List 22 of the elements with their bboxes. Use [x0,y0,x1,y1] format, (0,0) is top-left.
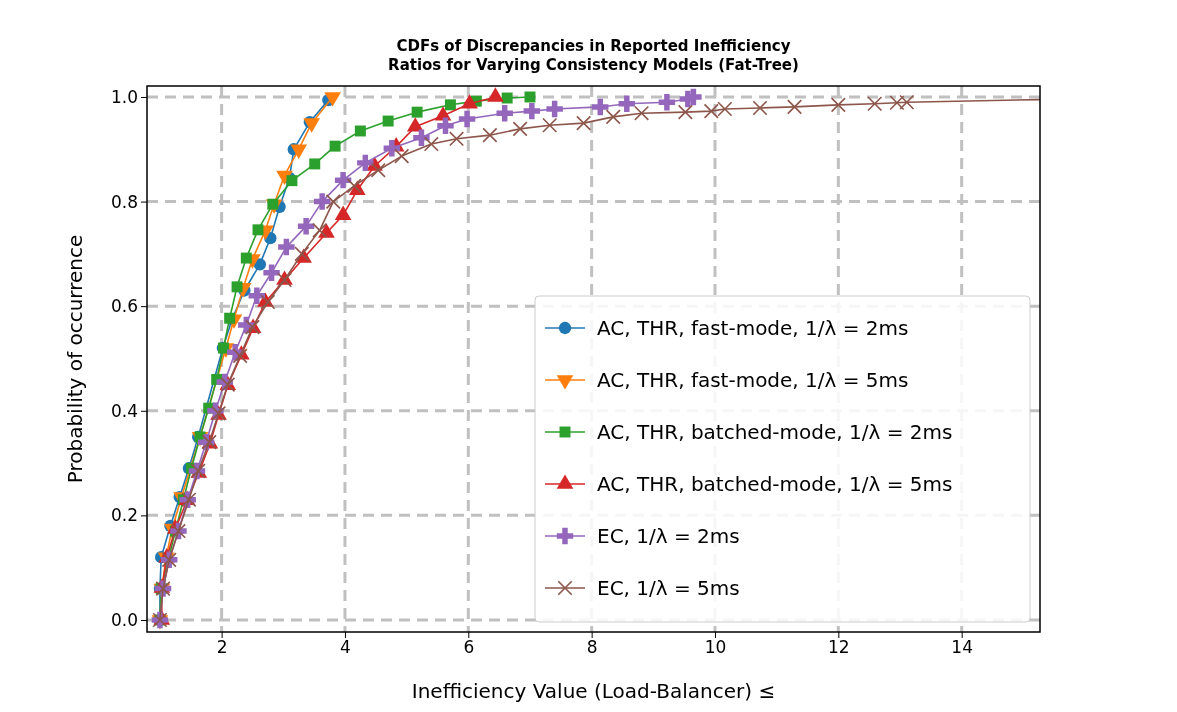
x-tick-label: 12 [828,637,850,658]
x-tick-label: 14 [951,637,973,658]
y-tick-label: 0.0 [110,609,138,630]
y-tick-label: 0.6 [110,296,138,317]
x-tick-label: 4 [340,637,351,658]
chart-title: CDFs of Discrepancies in Reported Inefficiency Ratios for Varying Consistency Models (Fat-Tree) [388,37,799,74]
legend-label: EC, 1/λ = 2ms [597,524,740,548]
y-tick-label: 0.2 [110,505,138,526]
x-tick-label: 2 [216,637,228,658]
legend-label: AC, THR, batched-mode, 1/λ = 5ms [597,472,953,496]
x-tick-label: 10 [704,637,727,658]
legend-label: AC, THR, fast-mode, 1/λ = 2ms [597,316,909,340]
y-tick-label: 1.0 [110,86,138,107]
x-tick-label: 8 [586,637,598,658]
y-tick-label: 0.4 [110,400,138,421]
legend-label: AC, THR, fast-mode, 1/λ = 5ms [597,368,909,392]
y-axis-title: Probability of occurrence [63,234,87,484]
y-tick-label: 0.8 [110,191,138,212]
legend-label: EC, 1/λ = 5ms [597,576,740,600]
legend-label: AC, THR, batched-mode, 1/λ = 2ms [597,420,953,444]
x-axis-title: Inefficiency Value (Load-Balancer) ≤ [411,679,776,703]
x-tick-label: 6 [463,637,475,658]
